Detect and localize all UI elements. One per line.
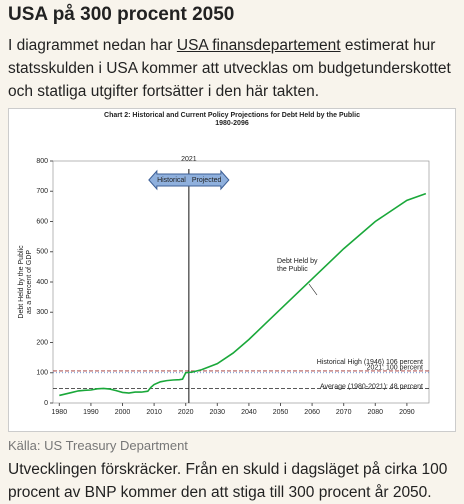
reference-label: Average (1980-2021): 48 percent [320, 383, 423, 390]
divider-right: Projected [192, 177, 222, 184]
text: I diagrammet nedan har [8, 37, 177, 54]
text: estimerat hur statsskulden i USA kommer … [8, 37, 451, 100]
y-tick-label: 200 [36, 339, 48, 346]
x-tick-label: 2070 [336, 409, 352, 416]
divider-left: Historical [157, 177, 186, 184]
reference-label: 2021: 100 percent [367, 365, 423, 372]
divider-arrow [148, 169, 230, 191]
x-tick-label: 1990 [83, 409, 99, 416]
y-axis-label: as a Percent of GDP [26, 250, 33, 315]
x-tick-label: 2080 [367, 409, 383, 416]
chart-title: Chart 2: Historical and Current Policy P… [104, 112, 360, 119]
y-tick-label: 800 [36, 158, 48, 165]
series-pointer [308, 283, 318, 296]
reference-label: Historical High (1946) 106 percent [317, 359, 423, 366]
x-tick-label: 2020 [178, 409, 194, 416]
chart-subtitle: 1980-2096 [215, 120, 249, 127]
conclusion: Utvecklingen förskräcker. Från en skuld … [8, 461, 448, 501]
y-tick-label: 500 [36, 249, 48, 256]
intro: I diagrammet nedan har USA finansdeparte… [8, 34, 460, 103]
divider-label: 2021 [181, 156, 197, 163]
y-tick-label: 0 [44, 400, 48, 407]
y-tick-label: 100 [36, 370, 48, 377]
x-tick-label: 1980 [52, 409, 68, 416]
series-label: Debt Held by the Public [277, 258, 318, 273]
data-line [59, 192, 427, 397]
y-tick-label: 600 [36, 218, 48, 225]
link[interactable]: USA finansdepartement [176, 37, 341, 54]
caption: Källa: US Treasury Department [8, 438, 188, 453]
x-tick-label: 2040 [241, 409, 257, 416]
y-tick-label: 400 [36, 279, 48, 286]
y-axis-label: Debt Held by the Public [18, 245, 25, 319]
x-tick-label: 2060 [304, 409, 320, 416]
x-tick-label: 2010 [146, 409, 162, 416]
y-tick-label: 300 [36, 309, 48, 316]
x-tick-label: 2000 [115, 409, 131, 416]
x-tick-label: 2090 [399, 409, 415, 416]
y-tick-label: 700 [36, 188, 48, 195]
x-tick-label: 2050 [273, 409, 289, 416]
title: USA på 300 procent 2050 [8, 4, 235, 25]
x-tick-label: 2030 [210, 409, 226, 416]
chart: Chart 2: Historical and Current Policy P… [8, 108, 456, 432]
